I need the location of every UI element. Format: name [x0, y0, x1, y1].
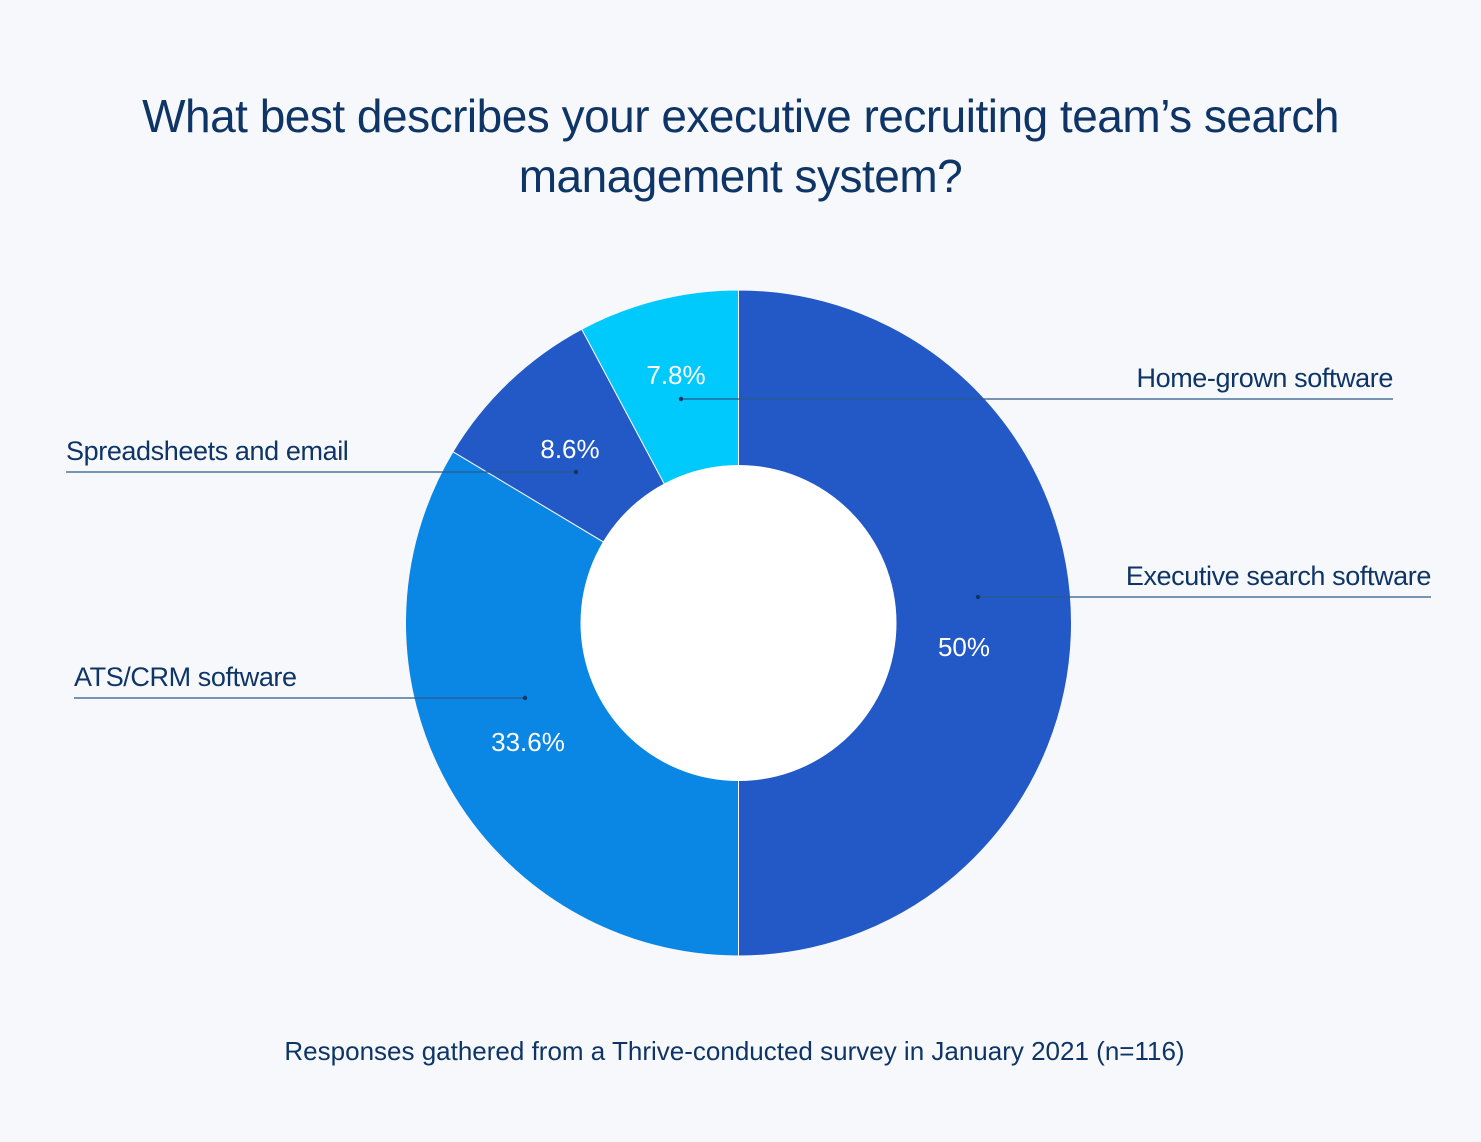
value-label-2: 33.6%	[491, 727, 565, 757]
category-label-4: Home-grown software	[1137, 363, 1394, 393]
footnote: Responses gathered from a Thrive-conduct…	[284, 1036, 1185, 1066]
donut-slice-1	[738, 289, 1072, 957]
category-label-1: Executive search software	[1126, 561, 1431, 591]
chart-title-line-1: What best describes your executive recru…	[142, 90, 1339, 142]
chart-title: What best describes your executive recru…	[0, 86, 1481, 206]
value-label-4: 7.8%	[646, 360, 705, 390]
value-label-3: 8.6%	[540, 434, 599, 464]
leader-dot-1	[975, 594, 981, 600]
leader-dot-4	[678, 396, 684, 402]
chart-title-line-2: management system?	[518, 150, 963, 202]
category-label-2: ATS/CRM software	[74, 662, 297, 692]
leader-dot-3	[573, 469, 579, 475]
value-label-1: 50%	[938, 632, 990, 662]
donut-hole	[580, 465, 897, 781]
leader-dot-2	[522, 695, 528, 701]
category-label-3: Spreadsheets and email	[66, 436, 348, 466]
